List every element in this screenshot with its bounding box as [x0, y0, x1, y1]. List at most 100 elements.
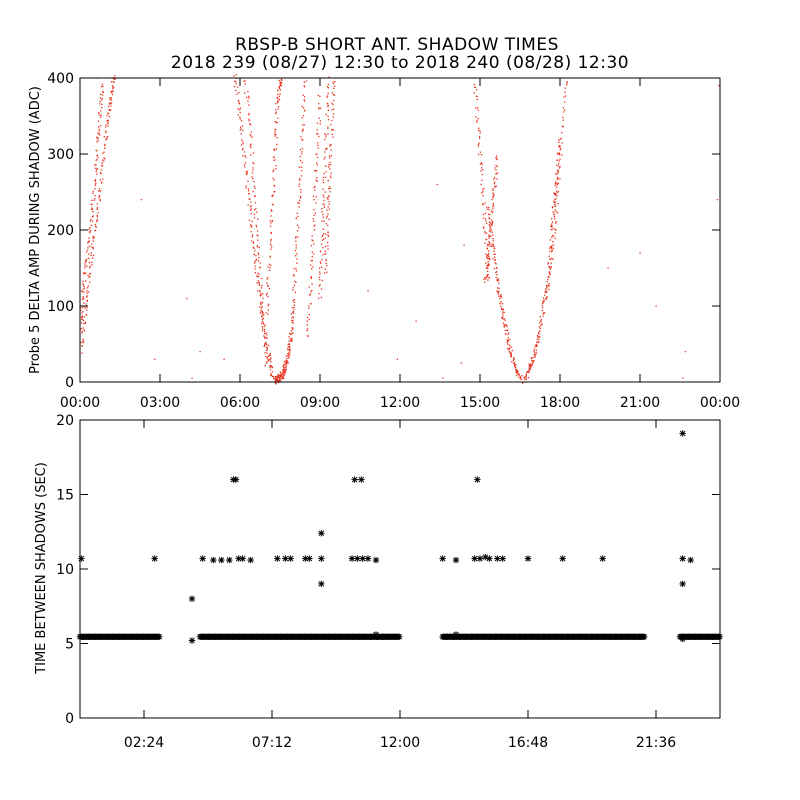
data-point [545, 290, 547, 292]
data-point [296, 253, 298, 255]
data-point [258, 284, 260, 286]
data-point [98, 190, 100, 192]
data-point [563, 111, 565, 113]
data-point [235, 74, 237, 76]
data-point [512, 362, 515, 364]
data-point [288, 349, 290, 351]
data-point [274, 382, 277, 384]
data-point [488, 237, 490, 239]
data-point [239, 109, 241, 111]
data-point [254, 261, 256, 263]
data-point [104, 143, 106, 145]
data-point [267, 344, 270, 347]
data-point [554, 198, 556, 201]
data-point [247, 204, 249, 206]
data-point [310, 302, 312, 305]
data-point [495, 271, 497, 274]
data-point [264, 343, 266, 345]
data-point [81, 291, 84, 293]
data-point [477, 143, 480, 146]
data-point [279, 81, 282, 83]
data-point [452, 556, 460, 564]
data-point [491, 243, 493, 245]
data-point [276, 375, 278, 377]
data-point [559, 178, 561, 180]
data-point [291, 340, 293, 342]
top-x-tick-label: 00:00 [700, 395, 740, 411]
data-point [80, 316, 83, 319]
data-point [485, 220, 487, 222]
data-point [503, 324, 505, 326]
data-point [329, 168, 331, 170]
data-point [477, 109, 479, 111]
data-point [496, 155, 498, 157]
data-point [328, 203, 330, 205]
data-point [510, 353, 512, 355]
data-point [323, 220, 325, 222]
data-point [254, 195, 256, 197]
data-point [252, 178, 254, 180]
data-point [272, 194, 274, 196]
data-point [495, 156, 497, 159]
data-point [319, 284, 321, 286]
data-point [298, 185, 300, 187]
data-point [482, 191, 484, 193]
data-point [267, 284, 269, 286]
data-point [289, 338, 291, 340]
data-point [310, 290, 312, 293]
data-point [478, 142, 480, 144]
data-point [326, 264, 328, 267]
data-point [557, 153, 559, 155]
data-point [329, 145, 331, 147]
data-point [85, 280, 87, 282]
data-point [498, 282, 500, 284]
data-point [246, 96, 248, 99]
data-point [237, 86, 239, 88]
data-point [486, 248, 488, 250]
data-point [266, 343, 268, 346]
data-point [107, 120, 109, 122]
data-point [251, 240, 253, 242]
data-point [496, 267, 498, 269]
data-point [271, 210, 273, 212]
data-point [98, 195, 101, 197]
bottom-x-tick-label: 12:00 [380, 735, 420, 751]
data-point [558, 139, 560, 141]
data-point [233, 86, 236, 88]
data-point [269, 368, 272, 371]
data-point [248, 193, 250, 195]
data-point [249, 123, 252, 126]
data-point [97, 139, 99, 142]
data-point [554, 209, 556, 211]
data-point [558, 152, 560, 154]
data-point [102, 178, 104, 180]
data-point [85, 314, 87, 316]
data-point [303, 124, 305, 126]
data-point [253, 241, 255, 243]
data-point [270, 238, 272, 241]
data-point [252, 169, 254, 171]
data-point [555, 221, 557, 223]
data-point [542, 302, 544, 304]
data-point [282, 378, 284, 380]
data-point [314, 185, 316, 188]
data-point [331, 92, 333, 94]
data-point [327, 105, 329, 108]
data-point [684, 351, 686, 353]
data-point [550, 229, 552, 231]
data-point [85, 296, 88, 298]
data-point [270, 209, 273, 211]
data-point [81, 290, 83, 292]
data-point [364, 555, 372, 562]
data-point [554, 232, 556, 234]
data-point [265, 294, 268, 296]
data-point [557, 191, 560, 193]
data-point [91, 216, 94, 218]
data-point [300, 136, 302, 138]
data-point [93, 199, 95, 201]
data-point [251, 172, 254, 174]
data-point [105, 137, 108, 139]
data-point [90, 254, 92, 256]
data-point [319, 120, 321, 122]
data-point [558, 145, 560, 147]
